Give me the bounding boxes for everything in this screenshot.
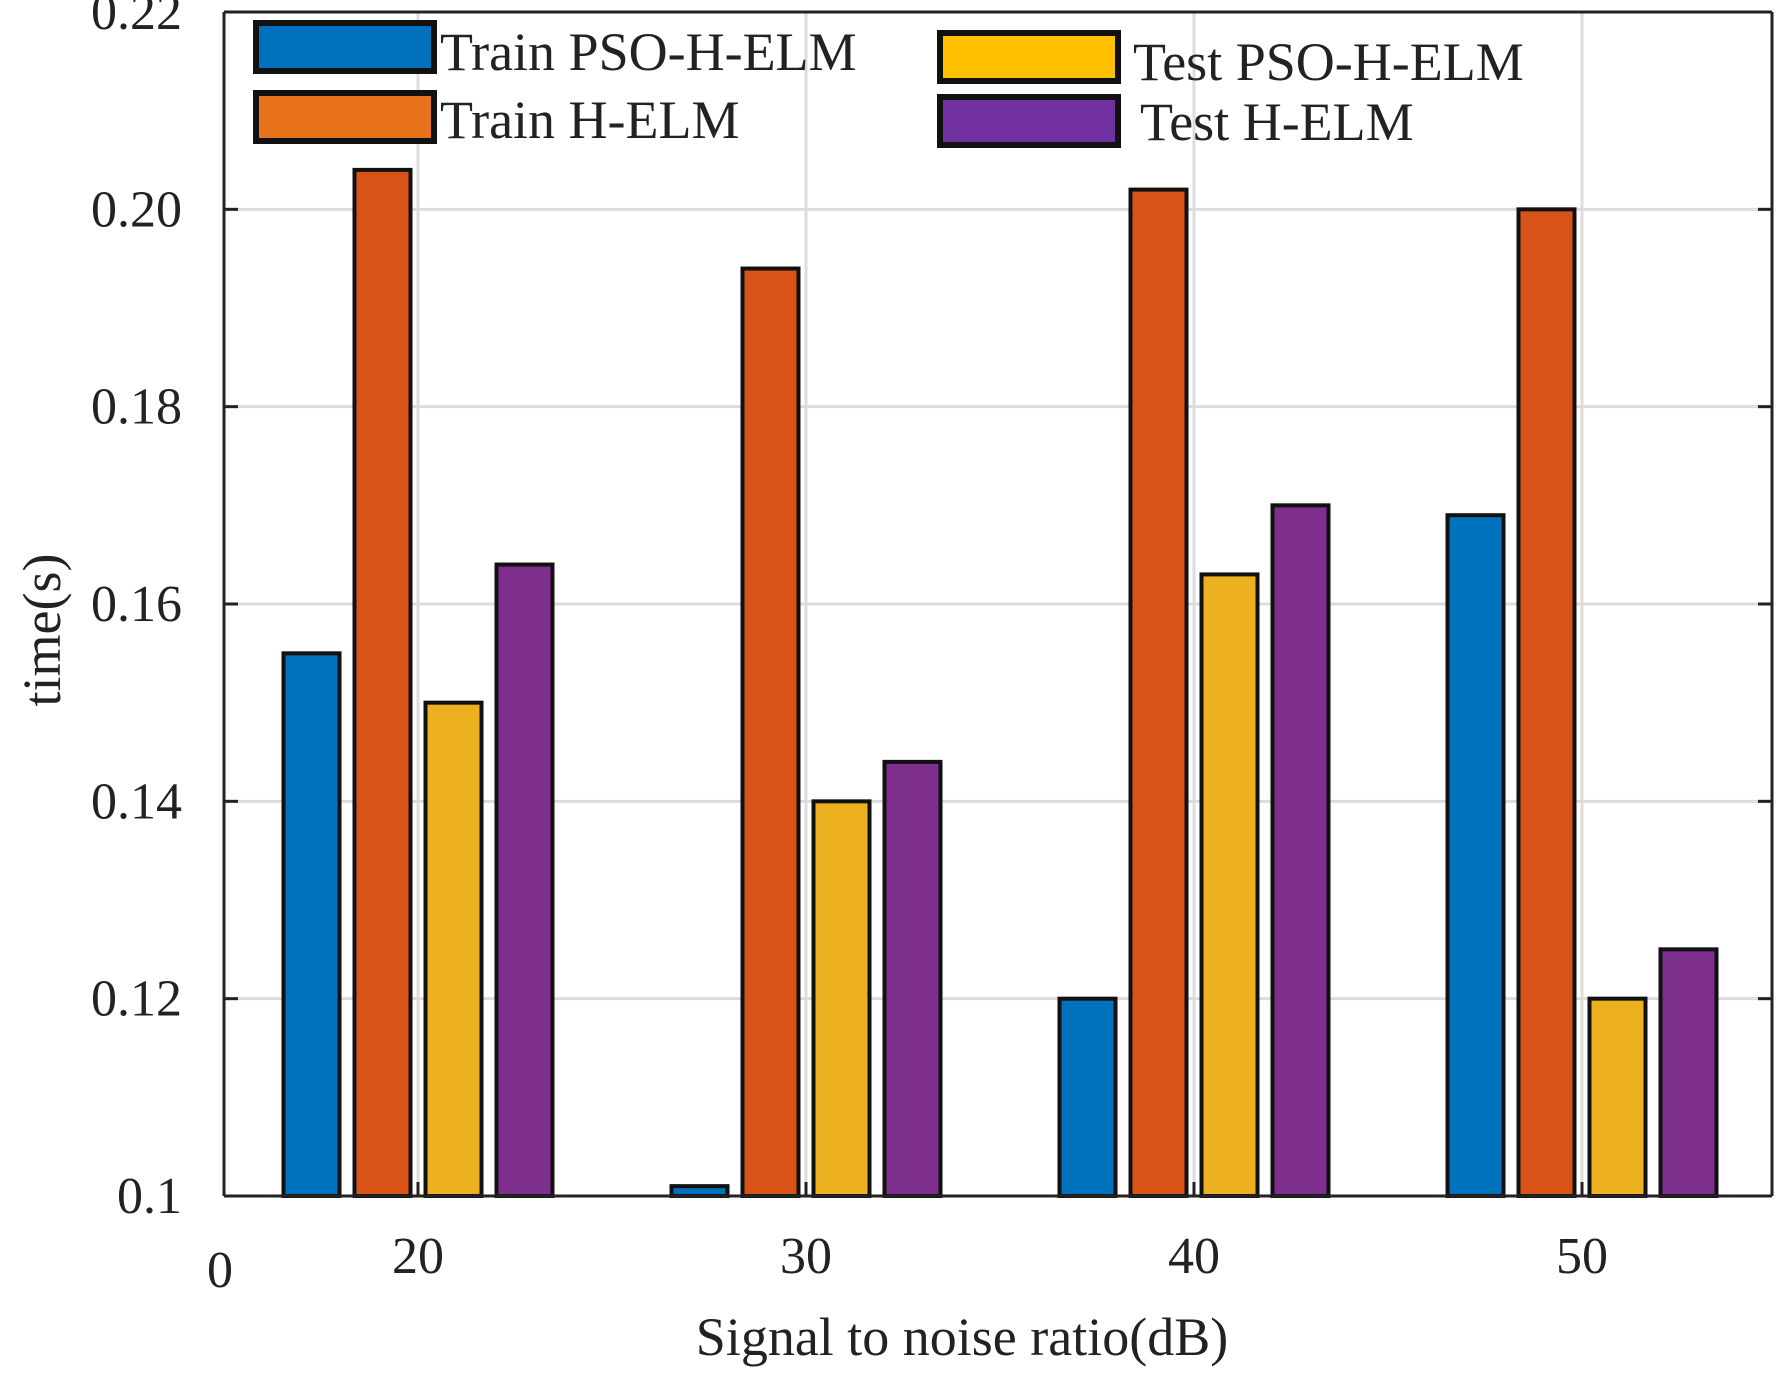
y-axis-label: time(s) [12,554,72,707]
bar-test-h-elm-30 [882,759,943,1198]
legend: Train PSO-H-ELM Train H-ELM Test PSO-H-ELM… [253,20,1524,152]
bar-test-pso-h-elm-40 [1199,572,1260,1198]
legend-swatch-test-pso-h-elm [937,30,1121,84]
legend-label-test-pso-h-elm: Test PSO-H-ELM [1133,32,1524,92]
x-tick-label: 40 [1168,1228,1220,1285]
bar-train-h-elm-40 [1128,187,1189,1199]
y-tick-label: 0.14 [91,773,182,830]
axes: 0.1 0.12 0.14 0.16 0.18 0.20 0.22 20 30 40 50 0 Sign… [12,0,1774,1367]
bar-train-pso-h-elm-20 [281,651,342,1198]
y-tick-label: 0.22 [91,0,182,41]
bar-test-h-elm-20 [494,562,555,1198]
y-tick-label: 0.1 [117,1168,182,1225]
legend-swatch-train-pso-h-elm [253,20,437,74]
x-axis-label: Signal to noise ratio(dB) [696,1307,1228,1367]
legend-label-test-h-elm: Test H-ELM [1140,92,1414,152]
legend-swatch-test-h-elm [937,94,1121,148]
y-tick-label: 0.12 [91,971,182,1028]
y-tick-label: 0.16 [91,576,182,633]
x-tick-label: 20 [392,1228,444,1285]
legend-label-train-h-elm: Train H-ELM [440,90,740,150]
x-tick-label: 50 [1556,1228,1608,1285]
legend-swatch-train-h-elm [253,90,437,144]
bar-test-h-elm-40 [1270,503,1331,1199]
bars [281,167,1719,1199]
bar-test-pso-h-elm-20 [423,700,484,1199]
x-tick-label-zero: 0 [207,1242,233,1299]
bar-train-h-elm-20 [352,167,413,1198]
y-tick-label: 0.18 [91,379,182,436]
bar-train-pso-h-elm-40 [1057,996,1118,1199]
bar-test-pso-h-elm-50 [1587,996,1648,1199]
x-tick-label: 30 [780,1228,832,1285]
bar-train-pso-h-elm-50 [1445,513,1506,1198]
bar-train-h-elm-50 [1516,207,1577,1199]
bar-train-h-elm-30 [740,266,801,1198]
bar-test-h-elm-50 [1658,947,1719,1198]
bar-test-pso-h-elm-30 [811,799,872,1198]
y-tick-label: 0.20 [91,181,182,238]
legend-label-train-pso-h-elm: Train PSO-H-ELM [440,22,857,82]
